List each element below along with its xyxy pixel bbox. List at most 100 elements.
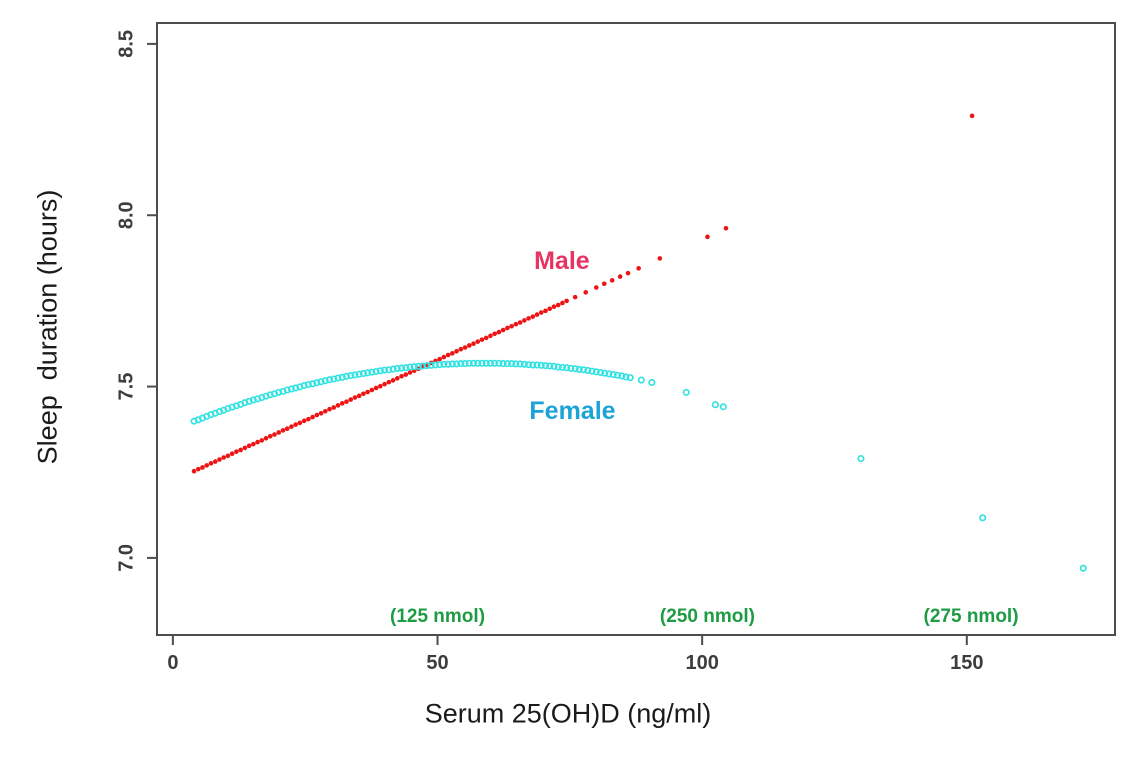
male-point: [246, 443, 252, 449]
male-point: [267, 433, 273, 439]
male-label: Male: [534, 247, 590, 275]
male-point: [191, 468, 197, 474]
y-tick-label: 7.0: [115, 544, 137, 572]
male-point: [331, 405, 337, 410]
x-tick-label: 0: [167, 652, 178, 674]
male-point: [594, 285, 599, 290]
male-point: [306, 416, 311, 422]
male-point: [365, 389, 370, 395]
male-point: [479, 337, 485, 342]
female-point: [1079, 564, 1087, 572]
female-point: [385, 366, 393, 374]
female-point: [486, 359, 494, 367]
female-point: [474, 359, 482, 367]
female-point: [448, 360, 456, 368]
male-point: [369, 387, 375, 393]
male-point: [221, 455, 226, 460]
male-point: [297, 420, 303, 426]
female-point: [529, 361, 537, 369]
male-point: [386, 379, 392, 385]
female-point: [359, 369, 367, 378]
male-point: [462, 345, 468, 350]
male-point: [348, 397, 354, 402]
female-point: [491, 359, 499, 367]
male-point: [361, 391, 366, 397]
female-point: [376, 367, 384, 375]
female-point: [457, 360, 465, 368]
male-point: [208, 461, 214, 466]
male-point: [441, 354, 447, 360]
female-point: [414, 362, 423, 370]
female-point: [355, 370, 363, 378]
male-point: [301, 418, 307, 424]
female-point: [550, 362, 558, 370]
female-point: [351, 371, 359, 379]
male-point: [352, 395, 358, 400]
male-point: [310, 414, 315, 420]
x-tick-label: 100: [685, 652, 718, 674]
female-point: [609, 371, 617, 379]
female-point: [300, 381, 308, 390]
male-point: [200, 465, 205, 470]
female-point: [406, 363, 414, 371]
male-point: [483, 335, 489, 341]
female-point: [381, 366, 389, 374]
female-point: [537, 361, 545, 369]
female-point: [558, 363, 566, 371]
male-point: [229, 451, 235, 457]
male-point: [259, 438, 265, 443]
male-point: [284, 426, 290, 432]
female-point: [436, 361, 444, 369]
plot-frame: [156, 22, 1116, 636]
male-point: [547, 306, 553, 312]
female-point: [410, 363, 418, 371]
male-point: [382, 381, 387, 387]
female-point: [495, 359, 503, 367]
female-point: [431, 361, 439, 369]
male-point: [551, 304, 557, 310]
female-point: [567, 364, 575, 372]
male-point: [471, 341, 476, 347]
male-point: [234, 449, 239, 454]
male-point: [289, 424, 294, 429]
female-point: [546, 362, 554, 370]
male-point: [564, 298, 569, 304]
female-point: [317, 378, 325, 386]
male-point: [526, 316, 531, 321]
female-point: [368, 368, 376, 376]
female-point: [596, 368, 605, 377]
male-point: [314, 412, 320, 418]
female-point: [508, 360, 516, 368]
male-point: [238, 447, 243, 453]
female-point: [648, 378, 656, 387]
female-point: [682, 388, 690, 396]
female-point: [347, 372, 355, 380]
female-point: [444, 360, 452, 368]
male-point: [705, 234, 710, 240]
female-point: [393, 364, 401, 372]
male-point: [399, 373, 404, 379]
female-point: [330, 375, 338, 383]
male-point: [204, 463, 210, 468]
male-point: [538, 310, 544, 315]
male-point: [509, 323, 514, 329]
male-point: [242, 445, 248, 451]
male-point: [723, 225, 729, 231]
female-point: [287, 385, 295, 393]
y-axis-title: Sleep duration (hours): [32, 189, 63, 465]
female-point: [419, 362, 427, 370]
male-point: [280, 428, 286, 433]
female-point: [979, 514, 987, 522]
female-point: [321, 377, 329, 385]
male-point: [339, 401, 345, 406]
male-point: [601, 281, 607, 287]
female-point: [292, 384, 300, 392]
male-point: [373, 385, 379, 391]
male-point: [454, 348, 459, 354]
female-point: [584, 366, 592, 375]
female-point: [580, 366, 588, 374]
female-point: [325, 376, 334, 384]
male-point: [225, 453, 231, 459]
female-point: [613, 371, 622, 379]
